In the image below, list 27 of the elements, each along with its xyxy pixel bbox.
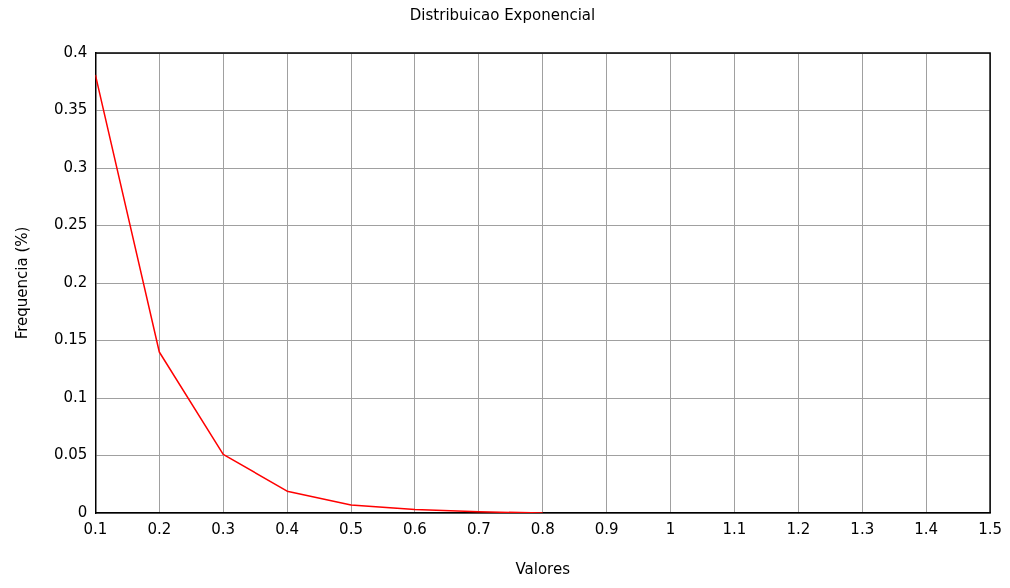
chart-title: Distribuicao Exponencial	[409, 5, 596, 24]
x-tick-label: 1.1	[722, 519, 747, 538]
y-tick-label: 0.15	[53, 330, 88, 349]
x-tick-label: 0.3	[211, 519, 236, 538]
y-tick-label: 0.4	[63, 42, 88, 61]
y-tick-label: 0.1	[63, 387, 88, 406]
x-tick-label: 0.2	[147, 519, 172, 538]
x-tick-label: 1.2	[786, 519, 811, 538]
x-tick-label: 0.9	[594, 519, 619, 538]
y-tick-label: 0.25	[53, 215, 88, 234]
x-tick-label: 0.6	[403, 519, 427, 538]
x-tick-label: 1.3	[850, 519, 875, 538]
y-tick-label: 0.3	[63, 157, 88, 176]
x-tick-label: 1.4	[914, 519, 939, 538]
x-tick-label: 0.7	[466, 519, 491, 538]
x-tick-label: 0.4	[275, 519, 300, 538]
x-tick-label: 1.5	[978, 519, 1002, 538]
y-tick-label: 0.35	[53, 100, 88, 119]
y-axis-title: Frequencia (%)	[12, 226, 31, 340]
y-tick-label: 0.05	[53, 445, 88, 464]
y-tick-label: 0	[77, 502, 88, 521]
y-tick-label: 0.2	[63, 272, 88, 291]
x-tick-label: 1	[665, 519, 676, 538]
x-tick-label: 0.5	[339, 519, 363, 538]
x-axis-title: Valores	[515, 559, 571, 578]
x-tick-label: 0.1	[83, 519, 108, 538]
x-tick-label: 0.8	[530, 519, 555, 538]
